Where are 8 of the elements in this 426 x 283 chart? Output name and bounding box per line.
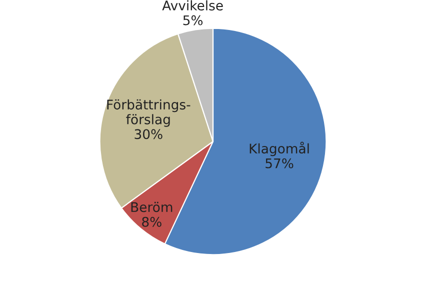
slice-label: Beröm [131, 202, 172, 212]
slice-label: Klagomål [250, 142, 309, 156]
data-label: 5% [183, 15, 203, 26]
data-label: 57% [266, 158, 294, 168]
slice-label: Förbättrings- förslag [107, 99, 190, 127]
data-label: 30% [134, 129, 162, 140]
data-label: 8% [142, 216, 162, 227]
slice-label: Avvikelse [162, 0, 223, 10]
